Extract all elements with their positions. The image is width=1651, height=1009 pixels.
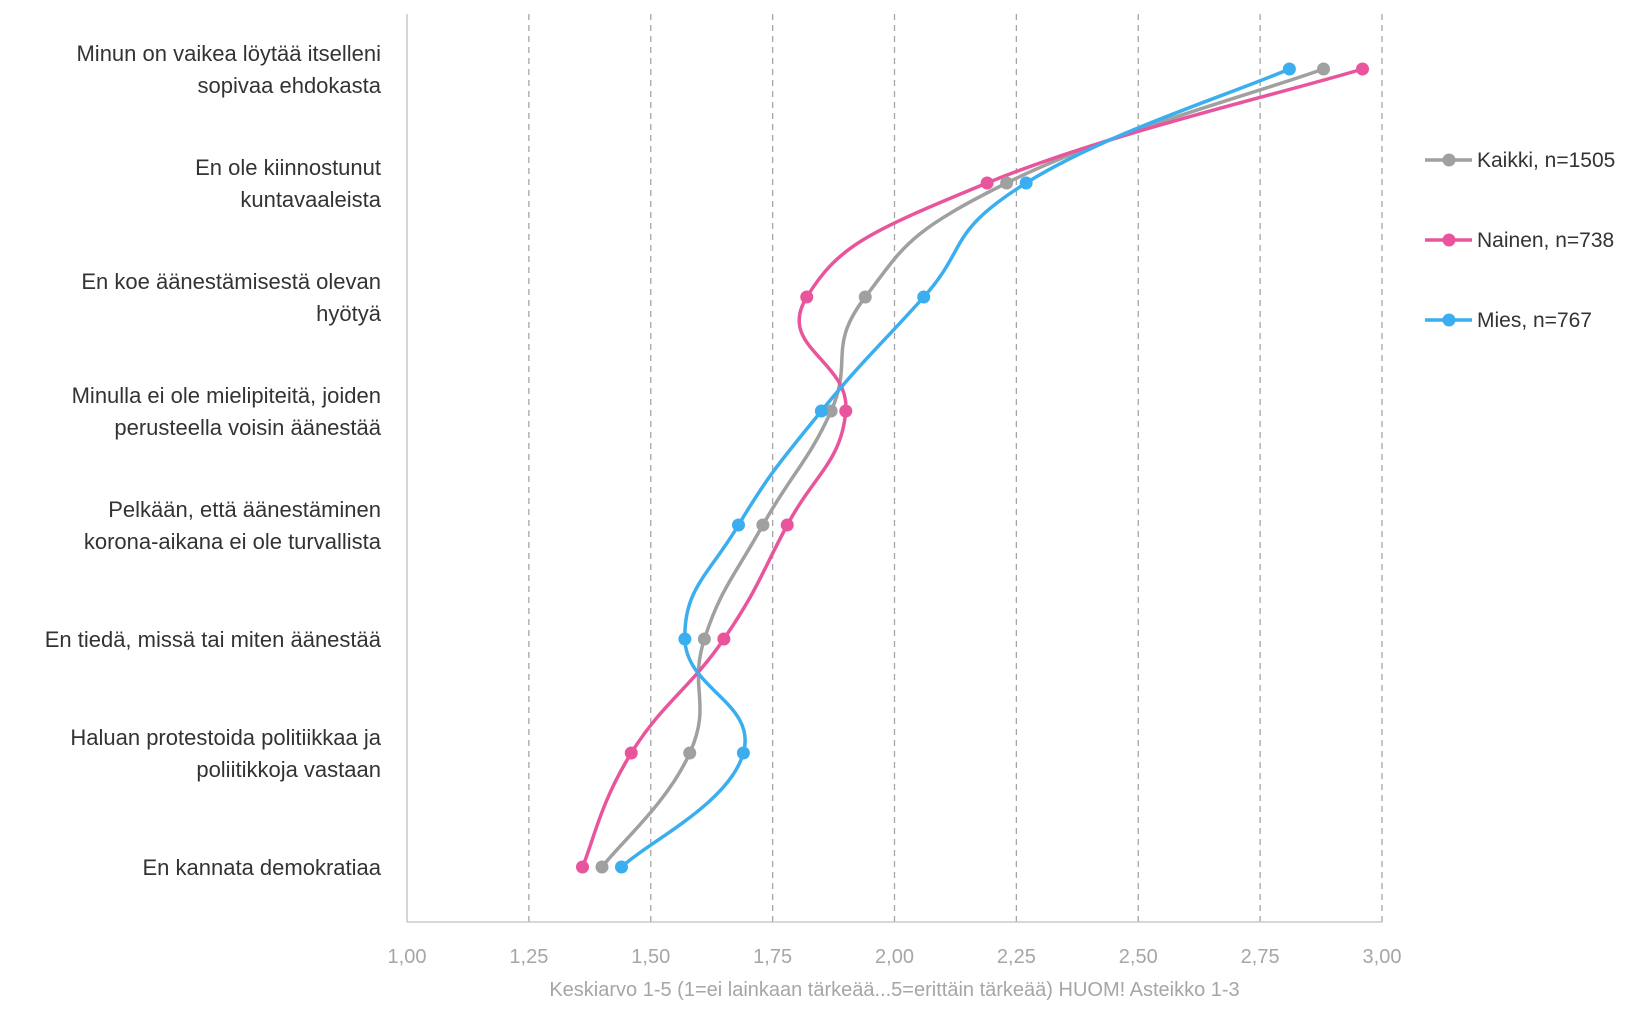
series-lines (580, 67, 1365, 869)
category-label-line: sopivaa ehdokasta (198, 73, 382, 98)
legend-label: Kaikki, n=1505 (1477, 149, 1615, 172)
category-label-line: korona-aikana ei ole turvallista (84, 529, 382, 554)
series-line-0 (600, 67, 1326, 869)
category-label-line: Minun on vaikea löytää itselleni (76, 41, 381, 66)
category-label-line: En tiedä, missä tai miten äänestää (45, 627, 382, 652)
category-label: En tiedä, missä tai miten äänestää (45, 627, 382, 652)
x-tick-label: 2,00 (875, 946, 914, 968)
data-point (624, 746, 638, 760)
data-point (1356, 62, 1369, 76)
category-labels: Minun on vaikea löytää itselleni sopivaa … (45, 41, 382, 880)
category-label: Pelkään, että äänestäminen korona-aikana … (84, 497, 382, 554)
series-line-2 (619, 67, 1292, 869)
x-tick-label: 1,00 (388, 946, 427, 968)
series-line-1 (580, 67, 1365, 869)
data-point (756, 518, 770, 532)
x-tick-label: 2,50 (1119, 946, 1158, 968)
category-label-line: hyötyä (316, 301, 382, 326)
x-axis-title: Keskiarvo 1-5 (1=ei lainkaan tärkeää...5… (549, 979, 1239, 1001)
legend-marker (1442, 233, 1456, 247)
x-tick-label: 2,75 (1241, 946, 1280, 968)
data-point (595, 860, 609, 874)
data-point (917, 290, 931, 304)
data-point (839, 404, 853, 418)
x-tick-label: 1,75 (753, 946, 792, 968)
x-tick-labels: 1,00 1,25 1,50 1,75 2,00 2,25 2,50 2,75 3,00 (388, 946, 1402, 968)
category-label: Haluan protestoida politiikkaa ja poliiti… (70, 725, 381, 782)
data-point (824, 404, 838, 418)
x-tick-label: 1,50 (631, 946, 670, 968)
data-point (1000, 176, 1014, 190)
data-point (980, 176, 994, 190)
legend-label: Nainen, n=738 (1477, 229, 1614, 252)
category-label-line: Pelkään, että äänestäminen (108, 497, 381, 522)
data-point (736, 746, 750, 760)
data-point (615, 860, 628, 874)
series-points (576, 62, 1369, 874)
data-point (717, 632, 731, 646)
category-label: Minulla ei ole mielipiteitä, joiden perus… (72, 383, 382, 440)
data-point (697, 632, 711, 646)
legend-label: Mies, n=767 (1477, 309, 1592, 332)
data-point (814, 404, 828, 418)
data-point (683, 746, 697, 760)
category-label-line: En koe äänestämisestä olevan (81, 269, 381, 294)
x-tick-label: 1,25 (509, 946, 548, 968)
legend: Kaikki, n=1505 Nainen, n=738 Mies, n=767 (1425, 149, 1615, 332)
legend-marker (1442, 313, 1456, 327)
x-tick-label: 2,25 (997, 946, 1036, 968)
category-label-line: kuntavaaleista (240, 187, 381, 212)
data-point (1019, 176, 1033, 190)
category-label-line: perusteella voisin äänestää (114, 415, 381, 440)
data-point (1317, 62, 1330, 76)
category-label: Minun on vaikea löytää itselleni sopivaa … (76, 41, 381, 98)
data-point (858, 290, 872, 304)
category-label-line: En kannata demokratiaa (143, 855, 382, 880)
category-label: En ole kiinnostunut kuntavaaleista (195, 155, 382, 212)
category-label-line: En ole kiinnostunut (195, 155, 381, 180)
category-label-line: poliitikkoja vastaan (196, 757, 381, 782)
data-point (800, 290, 814, 304)
category-label-line: Minulla ei ole mielipiteitä, joiden (72, 383, 381, 408)
category-label: En koe äänestämisestä olevan hyötyä (81, 269, 381, 326)
data-point (780, 518, 794, 532)
gridlines (406, 14, 1383, 922)
x-tick-label: 3,00 (1363, 946, 1402, 968)
data-point (1282, 62, 1296, 76)
category-label-line: Haluan protestoida politiikkaa ja (70, 725, 381, 750)
data-point (678, 632, 692, 646)
category-label: En kannata demokratiaa (143, 855, 382, 880)
data-point (576, 860, 589, 874)
data-point (732, 518, 745, 532)
legend-marker (1442, 153, 1456, 167)
